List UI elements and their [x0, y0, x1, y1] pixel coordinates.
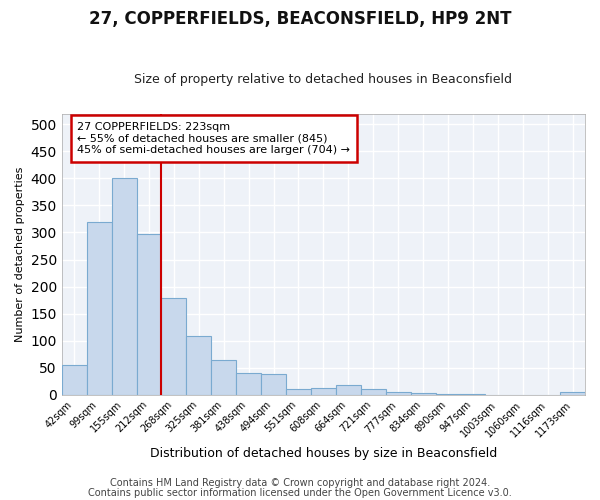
Bar — [87, 222, 112, 394]
Text: Contains public sector information licensed under the Open Government Licence v3: Contains public sector information licen… — [88, 488, 512, 498]
Bar — [211, 360, 236, 394]
Bar — [261, 374, 286, 394]
Bar — [560, 392, 585, 394]
Bar — [361, 389, 386, 394]
Bar — [112, 178, 137, 394]
Bar — [336, 385, 361, 394]
Bar — [286, 389, 311, 394]
Bar — [236, 373, 261, 394]
Y-axis label: Number of detached properties: Number of detached properties — [15, 166, 25, 342]
X-axis label: Distribution of detached houses by size in Beaconsfield: Distribution of detached houses by size … — [150, 447, 497, 460]
Bar — [187, 336, 211, 394]
Title: Size of property relative to detached houses in Beaconsfield: Size of property relative to detached ho… — [134, 73, 512, 86]
Bar — [161, 298, 187, 394]
Bar — [137, 234, 161, 394]
Text: 27, COPPERFIELDS, BEACONSFIELD, HP9 2NT: 27, COPPERFIELDS, BEACONSFIELD, HP9 2NT — [89, 10, 511, 28]
Bar — [386, 392, 410, 394]
Text: 27 COPPERFIELDS: 223sqm
← 55% of detached houses are smaller (845)
45% of semi-d: 27 COPPERFIELDS: 223sqm ← 55% of detache… — [77, 122, 350, 155]
Bar — [311, 388, 336, 394]
Bar — [410, 393, 436, 394]
Text: Contains HM Land Registry data © Crown copyright and database right 2024.: Contains HM Land Registry data © Crown c… — [110, 478, 490, 488]
Bar — [62, 365, 87, 394]
